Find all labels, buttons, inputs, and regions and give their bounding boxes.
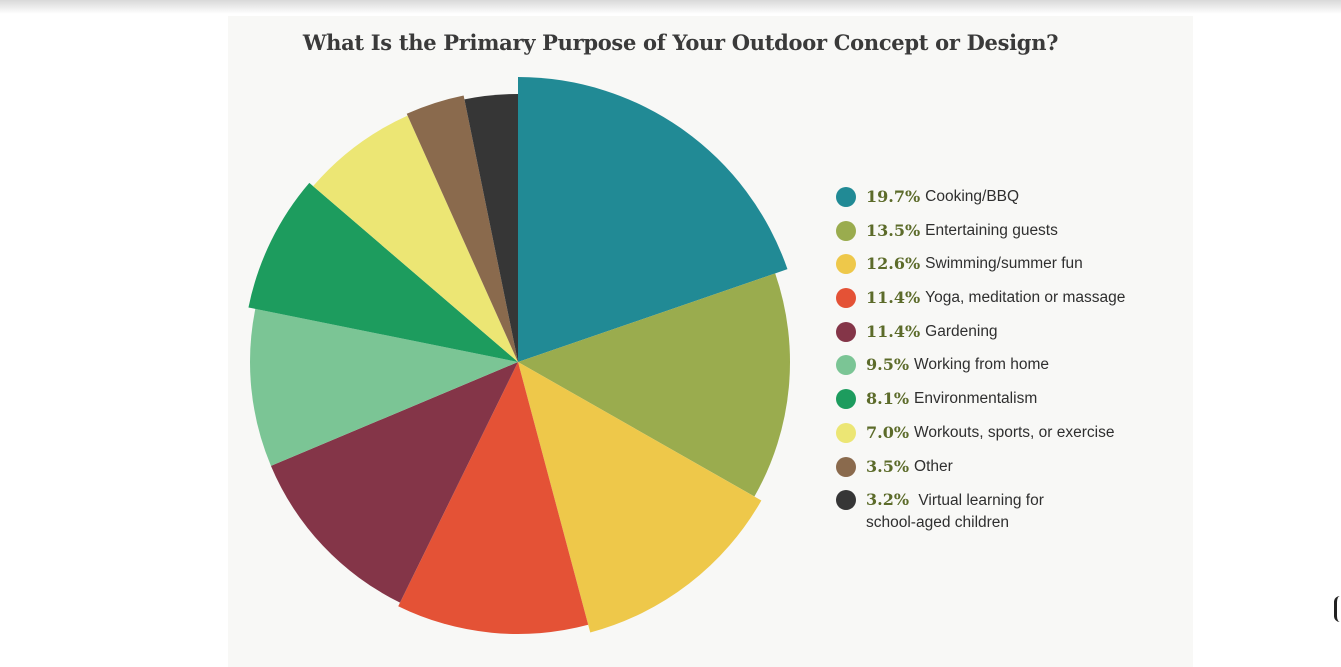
legend-swatch [836,254,856,275]
legend-swatch [836,288,856,309]
legend-percentage: 12.6% [866,254,921,274]
legend-label: Working from home [914,356,1049,374]
pie-slice-swimming-summer-fun [518,362,762,633]
chart-legend: 19.7% Cooking/BBQ 13.5% Entertaining gue… [836,186,1176,534]
pie-slice-workouts-sports-or-exercise [313,115,518,363]
legend-item-gardening: 11.4% Gardening [836,321,1176,355]
legend-label: Other [914,457,953,475]
legend-label: Swimming/summer fun [925,255,1083,273]
legend-percentage: 3.2% [866,490,910,510]
legend-label: Environmentalism [914,390,1038,408]
legend-item-yoga: 11.4% Yoga, meditation or massage [836,287,1176,321]
legend-swatch [836,422,856,443]
pie-slice-environmentalism [248,182,518,362]
legend-label: Cooking/BBQ [925,188,1020,205]
legend-item-cooking-bbq: 19.7% Cooking/BBQ [836,186,1176,220]
legend-percentage: 11.4% [866,288,921,308]
pie-slice-other [406,95,518,363]
legend-label-wrap: 3.2% Virtual learning for school-aged ch… [866,489,1076,534]
legend-item-other: 3.5% Other [836,456,1176,490]
legend-swatch [836,456,856,477]
legend-percentage: 9.5% [866,355,910,375]
legend-label: Gardening [925,322,998,340]
legend-percentage: 3.5% [866,456,910,476]
legend-swatch [836,220,856,241]
legend-item-working-from-home: 9.5% Working from home [836,354,1176,388]
chart-title: What Is the Primary Purpose of Your Outd… [302,30,1059,55]
legend-percentage: 19.7% [866,187,921,206]
legend-percentage: 8.1% [866,389,910,409]
pie-slice-entertaining-guests [518,273,791,497]
legend-item-environmentalism: 8.1% Environmentalism [836,388,1176,422]
legend-item-swimming: 12.6% Swimming/summer fun [836,253,1176,287]
legend-swatch [836,389,856,410]
legend-label: Workouts, sports, or exercise [914,423,1115,441]
legend-label: Yoga, meditation or massage [925,289,1126,307]
legend-item-workouts: 7.0% Workouts, sports, or exercise [836,422,1176,456]
pie-slice-cooking-bbq [518,77,788,362]
pie-slice-yoga-meditation-or-massage [398,362,589,635]
pie-slice-working-from-home [250,308,518,466]
legend-percentage: 7.0% [866,422,910,442]
legend-label: Virtual learning for school-aged childre… [866,492,1044,532]
pie-slice-gardening [270,362,518,603]
window-top-shadow [0,0,1341,14]
legend-swatch [836,187,856,207]
legend-label: Entertaining guests [925,221,1058,239]
pie-slice-virtual-learning-for-school-aged-children [464,94,518,362]
legend-percentage: 11.4% [866,321,921,341]
legend-percentage: 13.5% [866,220,921,240]
legend-item-virtual-learning: 3.2% Virtual learning for school-aged ch… [836,489,1176,534]
legend-swatch [836,490,856,511]
window-edge-mark [1334,596,1341,622]
legend-item-entertaining-guests: 13.5% Entertaining guests [836,220,1176,254]
legend-swatch [836,355,856,376]
legend-swatch [836,321,856,342]
